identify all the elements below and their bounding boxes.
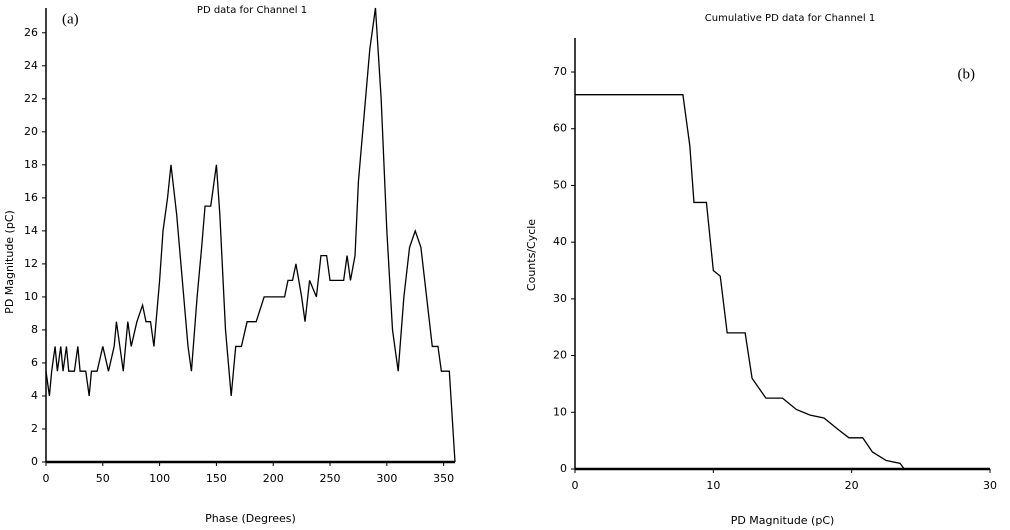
chart-title: Cumulative PD data for Channel 1 — [705, 13, 875, 24]
y-tick-label: 16 — [24, 191, 38, 204]
x-tick-label: 300 — [376, 472, 397, 485]
y-tick-label: 6 — [31, 356, 38, 369]
x-tick-label: 200 — [263, 472, 284, 485]
y-tick-label: 0 — [31, 455, 38, 468]
y-tick-label: 40 — [553, 235, 567, 248]
y-axis-label: PD Magnitude (pC) — [3, 210, 16, 314]
y-tick-label: 20 — [24, 125, 38, 138]
y-tick-label: 70 — [553, 65, 567, 78]
x-tick-label: 100 — [149, 472, 170, 485]
y-tick-label: 30 — [553, 292, 567, 305]
y-tick-label: 50 — [553, 178, 567, 191]
x-tick-label: 50 — [96, 472, 110, 485]
x-tick-label: 350 — [433, 472, 454, 485]
x-tick-label: 250 — [320, 472, 341, 485]
y-tick-label: 10 — [553, 405, 567, 418]
y-tick-label: 4 — [31, 389, 38, 402]
x-tick-label: 150 — [206, 472, 227, 485]
data-line — [45, 7, 456, 463]
x-axis-label: Phase (Degrees) — [205, 512, 296, 525]
y-tick-label: 2 — [31, 422, 38, 435]
y-tick-label: 8 — [31, 323, 38, 336]
annotation: (a) — [62, 11, 79, 27]
y-tick-label: 14 — [24, 224, 38, 237]
y-tick-label: 20 — [553, 349, 567, 362]
y-tick-label: 22 — [24, 92, 38, 105]
x-tick-label: 0 — [572, 479, 579, 492]
y-axis-label: Counts/Cycle — [525, 219, 538, 291]
y-tick-label: 18 — [24, 158, 38, 171]
y-tick-label: 60 — [553, 122, 567, 135]
x-axis-label: PD Magnitude (pC) — [731, 514, 835, 527]
y-tick-label: 12 — [24, 257, 38, 270]
x-tick-label: 10 — [706, 479, 720, 492]
chart-title: PD data for Channel 1 — [197, 5, 307, 16]
x-tick-label: 20 — [845, 479, 859, 492]
x-tick-label: 30 — [983, 479, 997, 492]
data-line — [575, 94, 905, 470]
y-tick-label: 24 — [24, 59, 38, 72]
y-tick-label: 10 — [24, 290, 38, 303]
x-tick-label: 0 — [43, 472, 50, 485]
annotation: (b) — [958, 66, 976, 82]
y-tick-label: 26 — [24, 26, 38, 39]
y-tick-label: 0 — [560, 462, 567, 475]
